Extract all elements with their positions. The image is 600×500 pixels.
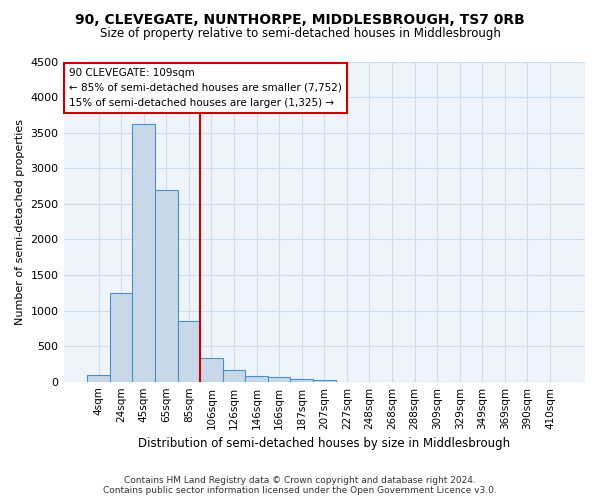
Text: 90, CLEVEGATE, NUNTHORPE, MIDDLESBROUGH, TS7 0RB: 90, CLEVEGATE, NUNTHORPE, MIDDLESBROUGH,…: [75, 12, 525, 26]
Bar: [155, 190, 178, 382]
Bar: [133, 124, 155, 382]
Bar: [87, 376, 110, 382]
X-axis label: Distribution of semi-detached houses by size in Middlesbrough: Distribution of semi-detached houses by …: [138, 437, 511, 450]
Bar: [223, 370, 245, 382]
Bar: [245, 376, 268, 382]
Text: Size of property relative to semi-detached houses in Middlesbrough: Size of property relative to semi-detach…: [100, 28, 500, 40]
Text: 90 CLEVEGATE: 109sqm
← 85% of semi-detached houses are smaller (7,752)
15% of se: 90 CLEVEGATE: 109sqm ← 85% of semi-detac…: [69, 68, 341, 108]
Bar: [290, 379, 313, 382]
Bar: [110, 292, 133, 382]
Bar: [268, 378, 290, 382]
Bar: [313, 380, 335, 382]
Bar: [200, 358, 223, 382]
Text: Contains HM Land Registry data © Crown copyright and database right 2024.
Contai: Contains HM Land Registry data © Crown c…: [103, 476, 497, 495]
Bar: [178, 321, 200, 382]
Y-axis label: Number of semi-detached properties: Number of semi-detached properties: [15, 118, 25, 324]
